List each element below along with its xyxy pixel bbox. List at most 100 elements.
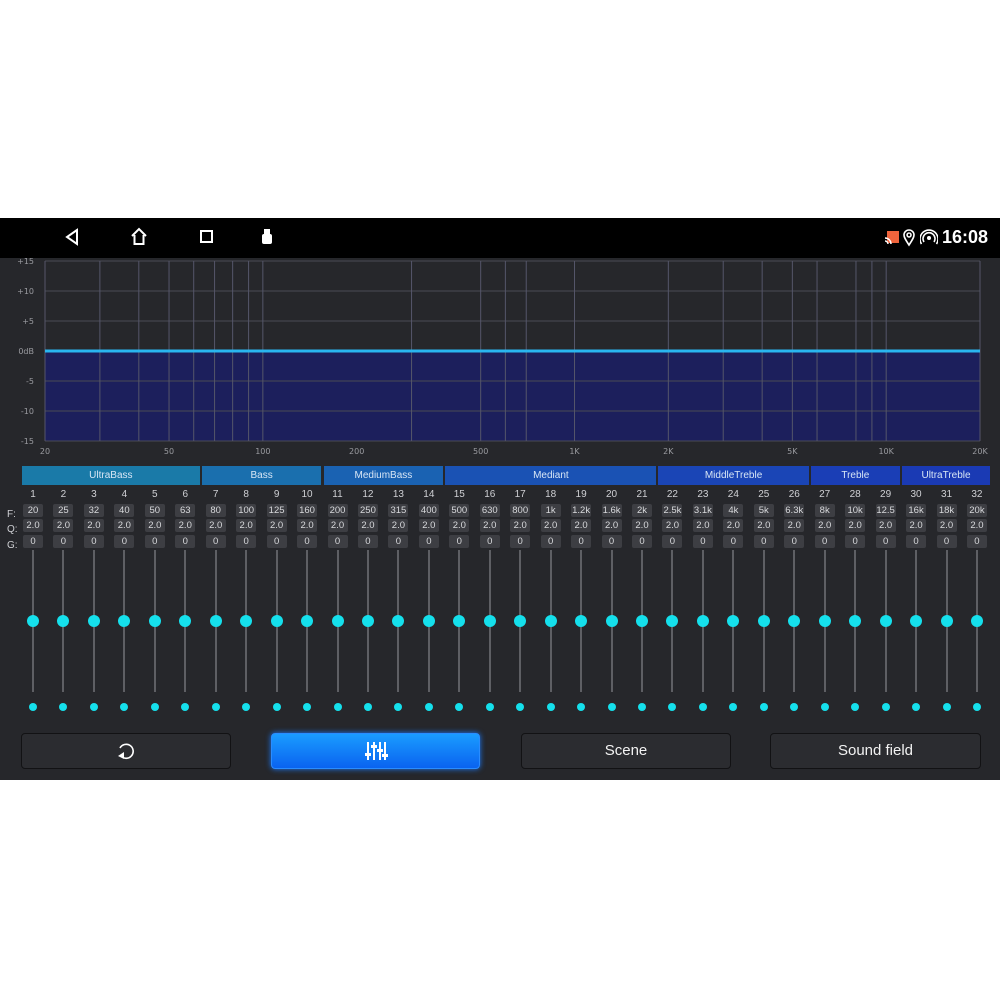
gain-value[interactable]: 0 (966, 535, 987, 548)
freq-value[interactable]: 800 (510, 504, 531, 517)
gain-slider-knob[interactable] (148, 615, 161, 627)
q-value[interactable]: 2.0 (601, 519, 622, 532)
freq-value[interactable]: 4k (723, 504, 744, 517)
q-value[interactable]: 2.0 (418, 519, 439, 532)
freq-value[interactable]: 125 (266, 504, 287, 517)
q-value[interactable]: 2.0 (327, 519, 348, 532)
gain-slider-knob[interactable] (392, 615, 405, 627)
freq-value[interactable]: 20 (23, 504, 43, 517)
q-value[interactable]: 2.0 (205, 519, 226, 532)
gain-slider-knob[interactable] (118, 615, 131, 627)
freq-value[interactable]: 630 (479, 504, 500, 517)
q-value[interactable]: 2.0 (510, 519, 531, 532)
gain-slider-knob[interactable] (27, 615, 39, 627)
gain-value[interactable]: 0 (814, 535, 835, 548)
freq-value[interactable]: 18k (936, 504, 957, 517)
q-value[interactable]: 2.0 (297, 519, 318, 532)
freq-value[interactable]: 20k (966, 504, 987, 517)
freq-value[interactable]: 100 (236, 504, 257, 517)
gain-value[interactable]: 0 (723, 535, 744, 548)
q-value[interactable]: 2.0 (144, 519, 165, 532)
freq-value[interactable]: 8k (814, 504, 835, 517)
gain-slider-knob[interactable] (575, 615, 588, 627)
freq-value[interactable]: 1k (540, 504, 561, 517)
gain-value[interactable]: 0 (449, 535, 470, 548)
freq-value[interactable]: 315 (388, 504, 409, 517)
q-value[interactable]: 2.0 (875, 519, 896, 532)
gain-value[interactable]: 0 (357, 535, 378, 548)
q-value[interactable]: 2.0 (906, 519, 927, 532)
freq-value[interactable]: 1.2k (571, 504, 592, 517)
freq-value[interactable]: 50 (144, 504, 165, 517)
q-value[interactable]: 2.0 (53, 519, 74, 532)
gain-value[interactable]: 0 (784, 535, 805, 548)
q-value[interactable]: 2.0 (632, 519, 652, 532)
freq-value[interactable]: 63 (175, 504, 196, 517)
gain-value[interactable]: 0 (418, 535, 439, 548)
q-value[interactable]: 2.0 (814, 519, 835, 532)
freq-value[interactable]: 80 (205, 504, 226, 517)
gain-value[interactable]: 0 (662, 535, 683, 548)
q-value[interactable]: 2.0 (845, 519, 866, 532)
freq-value[interactable]: 10k (845, 504, 866, 517)
q-value[interactable]: 2.0 (449, 519, 470, 532)
gain-value[interactable]: 0 (83, 535, 104, 548)
gain-value[interactable]: 0 (175, 535, 196, 548)
gain-slider-knob[interactable] (270, 615, 283, 627)
q-value[interactable]: 2.0 (83, 519, 104, 532)
freq-value[interactable]: 32 (83, 504, 104, 517)
back-icon[interactable] (64, 228, 80, 246)
q-value[interactable]: 2.0 (692, 519, 713, 532)
freq-value[interactable]: 25 (53, 504, 74, 517)
gain-slider-knob[interactable] (240, 615, 253, 627)
freq-value[interactable]: 12.5 (875, 504, 896, 517)
gain-slider-knob[interactable] (209, 615, 222, 627)
gain-slider-knob[interactable] (483, 615, 496, 627)
q-value[interactable]: 2.0 (236, 519, 257, 532)
gain-value[interactable]: 0 (388, 535, 409, 548)
q-value[interactable]: 2.0 (479, 519, 500, 532)
gain-value[interactable]: 0 (144, 535, 165, 548)
q-value[interactable]: 2.0 (114, 519, 135, 532)
gain-slider-knob[interactable] (788, 615, 801, 627)
gain-value[interactable]: 0 (540, 535, 561, 548)
gain-slider-knob[interactable] (696, 615, 709, 627)
freq-value[interactable]: 6.3k (784, 504, 805, 517)
q-value[interactable]: 2.0 (175, 519, 196, 532)
q-value[interactable]: 2.0 (784, 519, 805, 532)
gain-value[interactable]: 0 (571, 535, 592, 548)
gain-slider-knob[interactable] (818, 615, 831, 627)
gain-value[interactable]: 0 (875, 535, 896, 548)
home-icon[interactable] (130, 227, 148, 246)
gain-value[interactable]: 0 (297, 535, 318, 548)
gain-value[interactable]: 0 (510, 535, 531, 548)
q-value[interactable]: 2.0 (571, 519, 592, 532)
gain-value[interactable]: 0 (53, 535, 74, 548)
gain-slider-knob[interactable] (422, 615, 435, 627)
q-value[interactable]: 2.0 (936, 519, 957, 532)
gain-slider-knob[interactable] (453, 615, 466, 627)
gain-slider-knob[interactable] (940, 615, 953, 627)
gain-slider-knob[interactable] (179, 615, 192, 627)
freq-value[interactable]: 2k (632, 504, 652, 517)
gain-value[interactable]: 0 (845, 535, 866, 548)
gain-value[interactable]: 0 (601, 535, 622, 548)
q-value[interactable]: 2.0 (23, 519, 43, 532)
gain-slider-knob[interactable] (514, 615, 527, 627)
gain-slider-knob[interactable] (301, 615, 314, 627)
q-value[interactable]: 2.0 (966, 519, 987, 532)
equalizer-button[interactable] (271, 733, 480, 769)
freq-value[interactable]: 2.5k (662, 504, 683, 517)
gain-value[interactable]: 0 (753, 535, 774, 548)
gain-slider-knob[interactable] (879, 615, 892, 627)
gain-value[interactable]: 0 (327, 535, 348, 548)
scene-button[interactable]: Scene (521, 733, 731, 769)
gain-value[interactable]: 0 (114, 535, 135, 548)
freq-value[interactable]: 500 (449, 504, 470, 517)
freq-value[interactable]: 5k (753, 504, 774, 517)
reset-button[interactable] (21, 733, 231, 769)
freq-value[interactable]: 1.6k (601, 504, 622, 517)
q-value[interactable]: 2.0 (540, 519, 561, 532)
gain-slider-knob[interactable] (605, 615, 618, 627)
gain-slider-knob[interactable] (910, 615, 923, 627)
